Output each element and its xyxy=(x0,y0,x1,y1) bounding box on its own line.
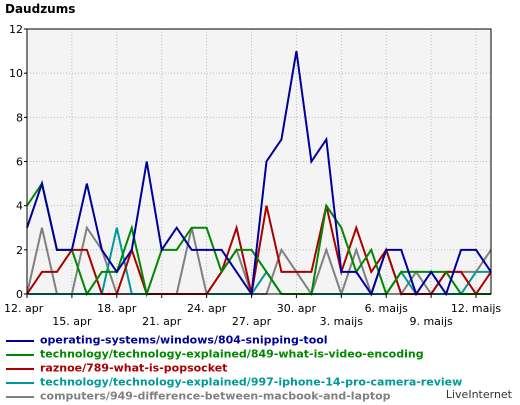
legend-label: raznoe/789-what-is-popsocket xyxy=(40,361,228,375)
x-tick-label: 18. apr xyxy=(97,302,137,315)
legend-item[interactable]: computers/949-difference-between-macbook… xyxy=(6,389,462,403)
x-tick-label: 3. maijs xyxy=(320,315,364,328)
series-line xyxy=(26,181,491,298)
legend-swatch xyxy=(6,339,34,342)
y-tick-label: 12 xyxy=(9,23,23,36)
legend-swatch xyxy=(6,381,34,384)
legend-swatch xyxy=(6,367,34,370)
y-tick-label: 0 xyxy=(16,288,23,301)
y-tick-label: 10 xyxy=(9,67,23,80)
x-tick-label: 21. apr xyxy=(142,315,182,328)
x-tick-label: 27. apr xyxy=(232,315,272,328)
legend-item[interactable]: raznoe/789-what-is-popsocket xyxy=(6,361,462,375)
series-line xyxy=(26,50,492,297)
legend-item[interactable]: operating-systems/windows/804-snipping-t… xyxy=(6,333,462,347)
line-chart: 0 2 4 6 8 10 12 12. apr 15. apr 18. apr 21. apr 24… xyxy=(4,23,501,328)
legend-label: computers/949-difference-between-macbook… xyxy=(40,389,391,403)
legend-swatch xyxy=(6,353,34,356)
x-tick-label: 12. apr xyxy=(4,302,44,315)
x-axis-ticks: 12. apr 15. apr 18. apr 21. apr 24. apr 27. a… xyxy=(4,294,501,328)
chart-title: Daudzums xyxy=(5,2,76,16)
x-tick-label: 12. maijs xyxy=(451,302,502,315)
legend-label: technology/technology-explained/997-ipho… xyxy=(40,375,463,389)
y-tick-label: 4 xyxy=(16,200,23,213)
x-tick-label: 15. apr xyxy=(52,315,92,328)
x-tick-label: 30. apr xyxy=(277,302,317,315)
x-tick-label: 24. apr xyxy=(187,302,227,315)
legend-item[interactable]: technology/technology-explained/849-what… xyxy=(6,347,462,361)
x-tick-label: 9. maijs xyxy=(409,315,453,328)
source-label[interactable]: LiveInternet xyxy=(445,388,512,401)
y-tick-label: 8 xyxy=(16,111,23,124)
y-axis-ticks: 0 2 4 6 8 10 12 xyxy=(9,23,27,301)
legend-label: operating-systems/windows/804-snipping-t… xyxy=(40,333,328,347)
y-tick-label: 6 xyxy=(16,156,23,169)
series-line xyxy=(27,227,491,295)
y-tick-label: 2 xyxy=(16,244,23,257)
legend-label: technology/technology-explained/849-what… xyxy=(40,347,424,361)
legend-item[interactable]: technology/technology-explained/997-ipho… xyxy=(6,375,462,389)
legend-swatch xyxy=(6,395,34,398)
legend: operating-systems/windows/804-snipping-t… xyxy=(6,333,462,403)
x-tick-label: 6. maijs xyxy=(365,302,409,315)
